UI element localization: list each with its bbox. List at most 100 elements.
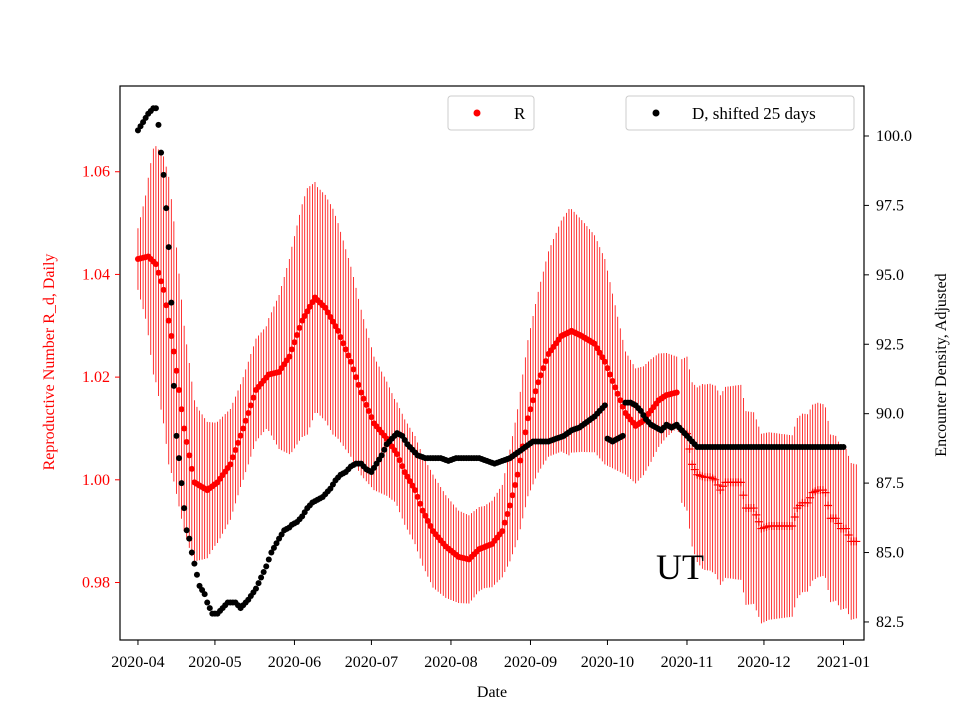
d-point (619, 432, 626, 439)
r-cross-point (803, 498, 812, 507)
r-point (540, 365, 547, 372)
right-tick-label: 97.5 (876, 197, 904, 214)
d-point (260, 568, 267, 575)
r-point (176, 386, 183, 393)
r-point (614, 390, 621, 397)
d-point (173, 432, 180, 439)
right-tick-label: 100.0 (876, 128, 912, 145)
r-point (396, 457, 403, 464)
r-point (599, 354, 606, 361)
r-point (504, 511, 511, 518)
right-tick-label: 95.0 (876, 267, 904, 284)
r-point (250, 394, 257, 401)
r-point (673, 389, 680, 396)
r-point (347, 358, 354, 365)
r-point (247, 402, 254, 409)
r-point (542, 358, 549, 365)
right-tick-label: 90.0 (876, 406, 904, 423)
r-point (514, 471, 521, 478)
d-point (188, 549, 195, 556)
left-tick-label: 1.04 (82, 266, 110, 283)
d-point (155, 121, 162, 128)
r-point (609, 377, 616, 384)
r-point (181, 425, 188, 432)
r-point (365, 408, 372, 415)
r-point (617, 397, 624, 404)
right-tick-label: 87.5 (876, 475, 904, 492)
legend-r: R (447, 95, 535, 131)
d-point (252, 585, 259, 592)
x-tick-label: 2020-04 (111, 654, 164, 671)
legend-r-marker (473, 109, 481, 117)
r-point (530, 397, 537, 404)
d-point (381, 446, 388, 453)
left-tick-label: 1.02 (82, 369, 110, 386)
r-point (168, 333, 175, 340)
d-point (204, 599, 211, 606)
r-error-bars (137, 146, 857, 624)
r-point (532, 388, 539, 395)
r-point (329, 318, 336, 325)
r-point (522, 429, 529, 436)
x-tick-label: 2020-10 (581, 654, 634, 671)
r-point (591, 340, 598, 347)
left-axis-label: Reproductive Number R_d, Daily (41, 254, 58, 471)
r-series (134, 253, 861, 563)
r-cross-point (688, 460, 697, 469)
r-cross-point (831, 514, 840, 523)
legend-d: D, shifted 25 days (625, 95, 855, 131)
legend-r-box (447, 95, 535, 131)
r-cross-point (788, 522, 797, 531)
r-cross-point (739, 491, 748, 500)
d-point (255, 580, 262, 587)
r-point (322, 304, 329, 311)
r-cross-point (852, 537, 861, 546)
d-point (193, 571, 200, 578)
r-point (422, 512, 429, 519)
x-axis-ticks: 2020-04 2020-05 2020-06 2020-07 2020-08 2020-… (111, 640, 870, 671)
r-point (188, 465, 195, 472)
d-point (601, 402, 608, 409)
r-point (178, 406, 185, 413)
x-tick-label: 2020-06 (268, 654, 321, 671)
r-cross-point (844, 531, 853, 540)
r-point (527, 406, 534, 413)
d-point (170, 382, 177, 389)
r-point (232, 447, 239, 454)
r-point (406, 478, 413, 485)
r-point (509, 492, 516, 499)
r-point (304, 308, 311, 315)
d-point (178, 480, 185, 487)
r-point (517, 457, 524, 464)
x-tick-label: 2021-01 (817, 654, 870, 671)
d-point (378, 452, 385, 459)
r-point (324, 309, 331, 316)
r-point (155, 269, 162, 276)
r-point (291, 339, 298, 346)
r-point (506, 502, 513, 509)
r-point (596, 349, 603, 356)
d-point (163, 205, 170, 212)
d-point (206, 605, 213, 612)
legend-d-box (625, 95, 855, 131)
x-tick-label: 2020-09 (504, 654, 557, 671)
r-cross-point (713, 480, 722, 489)
r-point (612, 384, 619, 391)
r-point (342, 346, 349, 353)
r-point (524, 415, 531, 422)
r-point (360, 395, 367, 402)
r-point (358, 389, 365, 396)
r-cross-point (711, 475, 720, 484)
d-point (181, 505, 188, 512)
r-point (183, 438, 190, 445)
r-point (160, 286, 167, 293)
r-point (299, 317, 306, 324)
r-cross-point (754, 517, 763, 526)
r-point (537, 372, 544, 379)
r-point (409, 482, 416, 489)
x-tick-label: 2020-11 (661, 654, 714, 671)
r-point (306, 303, 313, 310)
legend-d-label: D, shifted 25 days (692, 104, 816, 123)
left-tick-label: 1.06 (82, 164, 110, 181)
r-cross-point (749, 504, 758, 513)
